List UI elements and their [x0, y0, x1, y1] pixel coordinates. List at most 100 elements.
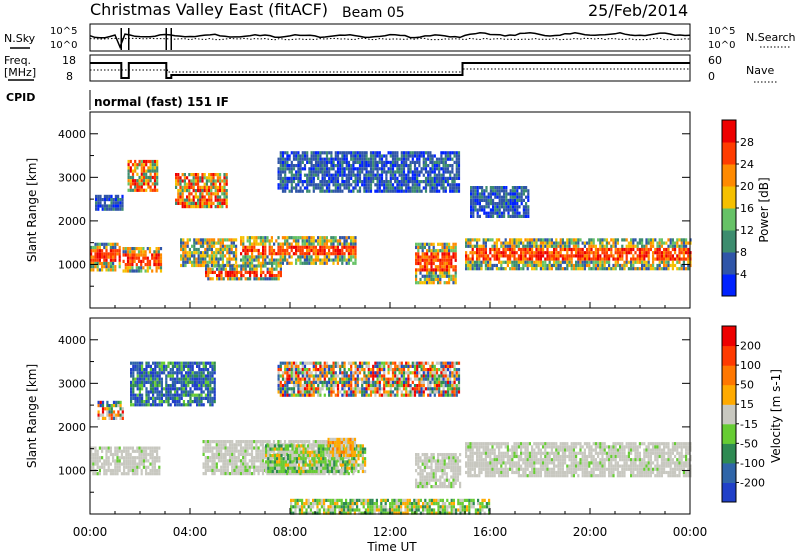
range-cell: [221, 179, 224, 183]
range-cell: [206, 443, 210, 447]
range-cell: [310, 160, 313, 164]
range-cell: [211, 361, 214, 365]
range-cell: [118, 468, 121, 473]
range-cell: [630, 244, 633, 248]
range-cell: [129, 188, 132, 192]
range-cell: [286, 472, 289, 476]
range-cell: [153, 185, 157, 189]
range-cell: [674, 241, 677, 245]
range-cell: [469, 251, 472, 255]
range-cell: [439, 261, 442, 266]
range-cell: [145, 371, 148, 375]
range-cell: [354, 239, 357, 243]
range-cell: [267, 466, 270, 470]
range-cell: [182, 244, 185, 248]
range-cell: [328, 248, 331, 253]
range-cell: [433, 160, 436, 164]
range-cell: [284, 151, 287, 155]
range-cell: [144, 263, 147, 267]
range-cell: [154, 384, 157, 388]
range-cell: [312, 173, 315, 177]
range-cell: [253, 248, 256, 253]
range-cell: [112, 413, 116, 417]
range-cell: [339, 167, 342, 171]
range-cell: [667, 257, 670, 261]
range-cell: [154, 387, 157, 391]
range-cell: [575, 247, 578, 252]
range-cell: [535, 263, 538, 268]
range-cell: [506, 257, 509, 261]
range-cell: [208, 189, 211, 193]
range-cell: [284, 186, 287, 190]
range-cell: [328, 186, 331, 190]
range-cell: [132, 384, 135, 388]
range-cell: [155, 269, 158, 273]
range-cell: [251, 252, 254, 256]
range-cell: [524, 260, 527, 264]
range-cell: [441, 268, 444, 272]
range-cell: [308, 160, 311, 164]
range-cell: [411, 176, 414, 180]
range-cell: [196, 393, 199, 397]
range-cell: [232, 241, 235, 245]
range-cell: [341, 245, 344, 249]
range-cell: [505, 192, 508, 196]
range-cell: [339, 157, 342, 161]
range-cell: [450, 274, 453, 278]
range-cell: [227, 274, 230, 278]
range-cell: [303, 465, 306, 469]
range-cell: [520, 198, 523, 202]
range-cell: [145, 449, 148, 453]
range-cell: [476, 186, 479, 190]
range-cell: [415, 242, 418, 246]
range-cell: [138, 368, 141, 372]
range-cell: [130, 400, 133, 404]
range-cell: [489, 238, 492, 242]
range-cell: [503, 211, 506, 215]
range-cell: [284, 252, 287, 256]
range-cell: [106, 404, 109, 408]
range-cell: [260, 277, 263, 281]
range-cell: [138, 179, 141, 183]
range-cell: [525, 208, 528, 212]
range-cell: [209, 393, 212, 397]
range-cell: [152, 390, 155, 394]
range-cell: [196, 374, 199, 378]
range-cell: [141, 368, 144, 372]
range-cell: [363, 173, 366, 177]
range-cell: [210, 241, 213, 245]
range-cell: [485, 186, 488, 190]
range-cell: [191, 254, 194, 258]
range-cell: [134, 169, 137, 173]
range-cell: [188, 260, 191, 264]
range-cell: [431, 176, 434, 180]
range-cell: [330, 443, 333, 447]
range-cell: [376, 173, 379, 177]
range-cell: [200, 393, 203, 397]
range-cell: [92, 255, 95, 259]
range-cell: [301, 151, 304, 155]
range-cell: [250, 459, 254, 463]
range-cell: [183, 185, 186, 189]
range-cell: [352, 245, 355, 249]
range-cell: [500, 211, 503, 215]
colorbar-tick-label: 16: [740, 202, 754, 215]
range-cell: [516, 186, 519, 190]
range-cell: [184, 254, 187, 258]
range-cell: [431, 167, 434, 171]
range-cell: [380, 176, 384, 180]
range-cell: [244, 462, 247, 466]
noise-panel-frame: [89, 23, 691, 52]
range-cell: [90, 462, 93, 466]
range-cell: [339, 255, 342, 259]
range-cell: [500, 205, 503, 209]
range-cell: [190, 192, 193, 196]
range-cell: [135, 269, 138, 273]
range-cell: [208, 201, 211, 205]
range-cell: [205, 176, 208, 180]
range-cell: [575, 244, 578, 248]
range-cell: [568, 260, 571, 264]
range-cell: [96, 258, 99, 262]
range-cell: [156, 182, 159, 186]
range-cell: [557, 244, 560, 248]
